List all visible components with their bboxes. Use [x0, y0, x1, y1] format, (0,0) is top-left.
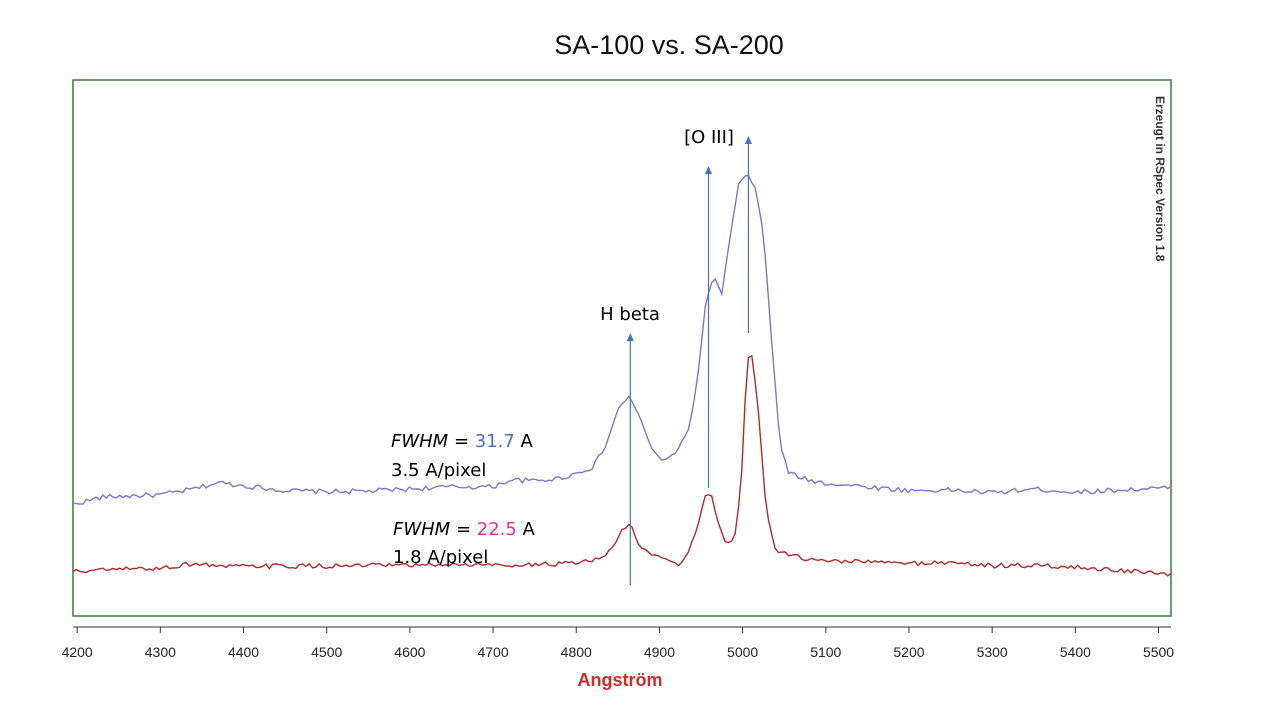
fwhm-top-unit: A: [515, 431, 534, 452]
x-tick-label: 4800: [561, 644, 592, 660]
x-axis-label: Angström: [578, 670, 663, 690]
fwhm-top-text: FWHM = 31.7 A: [391, 431, 534, 452]
series-layer: [72, 174, 1172, 577]
x-tick-label: 5100: [810, 644, 841, 660]
x-tick-label: 4500: [311, 644, 342, 660]
arrow-head: [744, 136, 752, 144]
arrow-head: [705, 166, 713, 174]
x-tick-label: 5000: [727, 644, 758, 660]
series-line: [72, 174, 1172, 505]
watermark-text: Erzeugt in RSpec Version 1.8: [1153, 96, 1167, 262]
fwhm-top-eq: =: [448, 431, 475, 452]
annotation-arrows: [626, 136, 752, 585]
x-tick-label: 4200: [62, 644, 93, 660]
fwhm-bottom-text: FWHM = 22.5 A: [393, 519, 536, 540]
fwhm-bottom-scale: 1.8 A/pixel: [393, 547, 488, 568]
x-tick-label: 4300: [145, 644, 176, 660]
x-tick-label: 4900: [644, 644, 675, 660]
plot-frame: [72, 79, 1172, 617]
chart-title: SA-100 vs. SA-200: [554, 30, 784, 60]
fwhm-bottom-unit: A: [517, 519, 536, 540]
x-ticks: 4200 4300 4400 4500 4600 4700 4800 4900 5000 5100…: [62, 627, 1174, 660]
x-tick-label: 4400: [228, 644, 259, 660]
fwhm-top-prefix: FWHM: [391, 431, 449, 452]
x-tick-label: 5300: [977, 644, 1008, 660]
hbeta-label: H beta: [600, 304, 660, 325]
x-tick-label: 4600: [394, 644, 425, 660]
oiii-label: [O III]: [684, 127, 734, 148]
series-line: [72, 354, 1172, 577]
fwhm-bottom-eq: =: [450, 519, 477, 540]
fwhm-bottom-prefix: FWHM: [393, 519, 451, 540]
x-tick-label: 5400: [1060, 644, 1091, 660]
fwhm-bottom-value: 22.5: [477, 519, 517, 540]
x-tick-label: 4700: [477, 644, 508, 660]
arrow-head: [626, 333, 634, 341]
x-tick-label: 5200: [893, 644, 924, 660]
fwhm-top-value: 31.7: [475, 431, 515, 452]
x-tick-label: 5500: [1143, 644, 1174, 660]
fwhm-top-scale: 3.5 A/pixel: [391, 460, 486, 481]
